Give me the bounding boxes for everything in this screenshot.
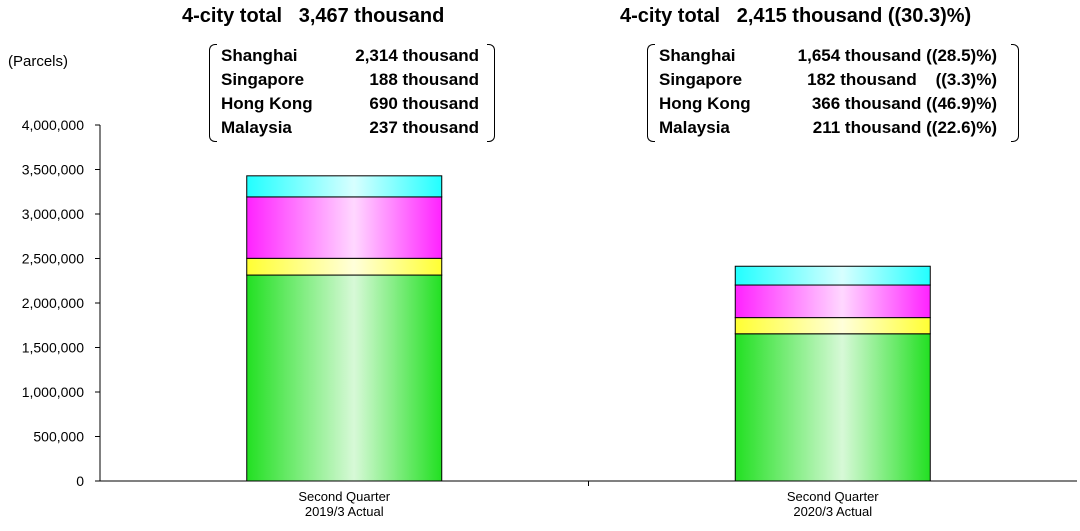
- right-bracket: [487, 44, 495, 142]
- bar-segment-shanghai: [246, 274, 443, 482]
- city-breakdown-2019: Shanghai 2,314 thousand Singapore 188 thou…: [209, 44, 495, 142]
- city-row: Hong Kong 690 thousand: [221, 92, 495, 116]
- bar-segment-malaysia: [734, 265, 931, 286]
- city-value: 690 thousand: [369, 94, 479, 113]
- city-name: Singapore: [659, 70, 743, 89]
- bar-segment-malaysia: [246, 175, 443, 198]
- city-value: 182 thousand ((3.3)%): [807, 70, 997, 89]
- city-breakdown-2020: Shanghai 1,654 thousand ((28.5)%) Singapo…: [647, 44, 1019, 142]
- city-name: Hong Kong: [221, 94, 313, 113]
- city-value: 211 thousand ((22.6)%): [812, 118, 997, 137]
- x-category-label: 2020/3 Actual: [793, 504, 872, 519]
- left-bracket: [647, 44, 655, 142]
- x-category-label: Second Quarter: [787, 489, 879, 504]
- y-tick-label: 2,000,000: [22, 295, 84, 311]
- city-value: 1,654 thousand ((28.5)%): [797, 46, 997, 65]
- city-row: Shanghai 2,314 thousand: [221, 44, 495, 68]
- y-tick-label: 1,000,000: [22, 384, 84, 400]
- city-row: Singapore 182 thousand ((3.3)%): [659, 68, 1019, 92]
- bar-segment-hong-kong: [734, 284, 931, 319]
- bar-segment-hong-kong: [246, 196, 443, 259]
- y-tick-label: 0: [76, 473, 84, 489]
- y-tick-label: 3,000,000: [22, 206, 84, 222]
- y-tick-label: 4,000,000: [22, 117, 84, 133]
- city-row: Hong Kong 366 thousand ((46.9)%): [659, 92, 1019, 116]
- city-value: 366 thousand ((46.9)%): [811, 94, 997, 113]
- bars: [246, 175, 931, 482]
- y-tick-label: 3,500,000: [22, 162, 84, 178]
- city-name: Malaysia: [659, 118, 730, 137]
- bar-segment-singapore: [246, 257, 443, 276]
- y-tick-label: 1,500,000: [22, 340, 84, 356]
- bar-segment-singapore: [734, 317, 931, 335]
- city-row: Malaysia 211 thousand ((22.6)%): [659, 116, 1019, 140]
- city-name: Hong Kong: [659, 94, 751, 113]
- city-name: Shanghai: [659, 46, 736, 65]
- y-tick-label: 2,500,000: [22, 251, 84, 267]
- x-category-label: 2019/3 Actual: [305, 504, 384, 519]
- city-row: Shanghai 1,654 thousand ((28.5)%): [659, 44, 1019, 68]
- x-category-label: Second Quarter: [298, 489, 390, 504]
- city-name: Shanghai: [221, 46, 298, 65]
- y-axis-unit-label: (Parcels): [8, 53, 68, 70]
- left-bracket: [209, 44, 217, 142]
- total-title-2019: 4-city total 3,467 thousand: [182, 5, 445, 27]
- city-value: 2,314 thousand: [355, 46, 479, 65]
- city-value: 237 thousand: [369, 118, 479, 137]
- city-value: 188 thousand: [369, 70, 479, 89]
- city-row: Malaysia 237 thousand: [221, 116, 495, 140]
- axis-labels: 0 500,000 1,000,000 1,500,000 2,000,000 2,500…: [22, 117, 880, 519]
- total-title-2020: 4-city total 2,415 thousand ((30.3)%): [620, 5, 972, 27]
- bar-segment-shanghai: [734, 333, 931, 482]
- right-bracket: [1011, 44, 1019, 142]
- city-name: Malaysia: [221, 118, 292, 137]
- y-tick-label: 500,000: [33, 429, 84, 445]
- city-name: Singapore: [221, 70, 305, 89]
- city-row: Singapore 188 thousand: [221, 68, 495, 92]
